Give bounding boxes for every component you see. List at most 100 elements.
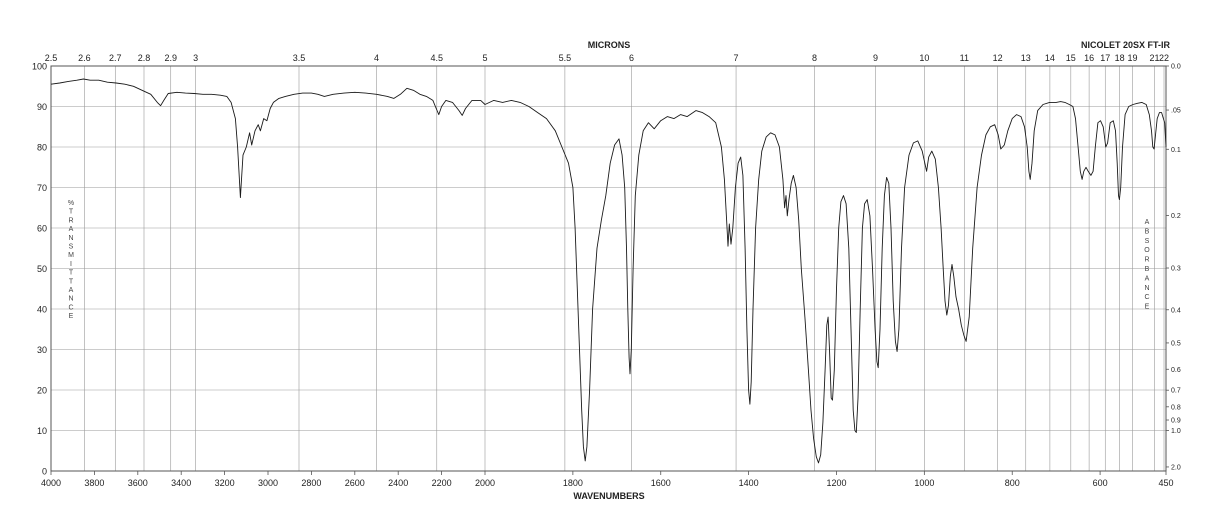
wavenumber-tick-label: 1800	[563, 478, 583, 488]
y-tick-label: 100	[32, 62, 47, 72]
wavenumber-tick-label: 1600	[651, 478, 671, 488]
y-tick-label: 90	[37, 102, 47, 112]
micron-tick-label: 21	[1149, 53, 1159, 63]
wavenumber-tick-label: 600	[1093, 478, 1108, 488]
micron-tick-label: 3	[193, 53, 198, 63]
wavenumber-tick-label: 450	[1158, 478, 1173, 488]
wavenumber-tick-label: 3400	[171, 478, 191, 488]
micron-tick-label: 13	[1021, 53, 1031, 63]
absorbance-tick-label: 0.5	[1171, 340, 1181, 347]
grid	[50, 65, 1169, 475]
absorbance-tick-label: 0.3	[1171, 266, 1181, 273]
y-tick-label: 10	[37, 426, 47, 436]
absorbance-tick-label: 2.0	[1171, 464, 1181, 471]
axis-label-letter: I	[70, 261, 72, 268]
spectrum-line	[50, 78, 1167, 464]
axis-label-letter: B	[1145, 266, 1150, 273]
wavenumber-tick-label: 1000	[914, 478, 934, 488]
absorbance-tick-label: 0.7	[1171, 388, 1181, 395]
absorbance-tick-label: 0.1	[1171, 147, 1181, 154]
micron-tick-label: 11	[960, 53, 969, 63]
micron-tick-label: 18	[1115, 53, 1125, 63]
micron-tick-label: 2.8	[138, 53, 151, 63]
axis-label-letter: N	[68, 235, 73, 242]
micron-tick-label: 22	[1159, 53, 1169, 63]
wavenumber-tick-label: 1200	[826, 478, 846, 488]
wavenumber-tick-label: 3200	[215, 478, 235, 488]
absorbance-tick-label: 1.0	[1171, 428, 1181, 435]
transmittance-axis-label: % T R A N S M I T T A N C E	[68, 200, 74, 320]
micron-tick-label: 2.5	[45, 53, 58, 63]
absorbance-tick-label: .05	[1171, 108, 1181, 115]
micron-tick-label: 4	[374, 53, 379, 63]
wavenumber-tick-label: 800	[1005, 478, 1020, 488]
micron-tick-label: 15	[1066, 53, 1076, 63]
axis-label-letter: B	[1145, 228, 1150, 235]
axis-label-letter: A	[1145, 275, 1150, 282]
wavenumber-tick-label: 3600	[128, 478, 148, 488]
micron-tick-label: 2.6	[78, 53, 91, 63]
axis-label-letter: S	[1145, 238, 1150, 245]
axis-label-letter: T	[69, 278, 74, 285]
micron-tick-label: 19	[1127, 53, 1137, 63]
wavenumber-tick-label: 2600	[345, 478, 365, 488]
axis-label-letter: N	[68, 296, 73, 303]
micron-tick-label: 5	[482, 53, 487, 63]
micron-tick-label: 16	[1084, 53, 1094, 63]
absorbance-tick-label: 0.4	[1171, 307, 1181, 314]
axis-label-letter: N	[1144, 285, 1149, 292]
axis-label-letter: E	[69, 313, 74, 320]
axis-label-letter: R	[68, 217, 73, 224]
y-tick-label: 40	[37, 305, 47, 315]
absorbance-tick-label: 0.9	[1171, 418, 1181, 425]
axis-label-letter: S	[69, 244, 74, 251]
wavenumber-tick-label: 3800	[84, 478, 104, 488]
axis-label-letter: A	[69, 287, 74, 294]
axis-label-letter: %	[68, 200, 74, 207]
micron-tick-label: 8	[812, 53, 817, 63]
microns-axis-title: MICRONS	[588, 40, 631, 50]
wavenumber-tick-label: 2400	[388, 478, 408, 488]
absorbance-tick-label: 0.0	[1171, 64, 1181, 71]
absorbance-tick-label: 0.2	[1171, 213, 1181, 220]
axis-label-letter: A	[69, 226, 74, 233]
plot-frame	[50, 65, 1167, 472]
micron-tick-label: 14	[1045, 53, 1055, 63]
axis-label-letter: C	[1144, 294, 1149, 301]
y-tick-label: 70	[37, 183, 47, 193]
y-tick-label: 0	[42, 467, 47, 477]
wavenumber-tick-label: 4000	[41, 478, 61, 488]
micron-tick-label: 17	[1100, 53, 1110, 63]
y-tick-label: 50	[37, 264, 47, 274]
wavenumbers-axis-title: WAVENUMBERS	[573, 491, 644, 501]
y-tick-label: 60	[37, 224, 47, 234]
wavenumber-tick-label: 1400	[739, 478, 759, 488]
absorbance-tick-label: 0.6	[1171, 367, 1181, 374]
wavenumber-tick-label: 2000	[475, 478, 495, 488]
axis-label-letter: A	[1145, 219, 1150, 226]
axis-label-letter: T	[69, 209, 74, 216]
micron-tick-label: 3.5	[293, 53, 306, 63]
y-tick-label: 80	[37, 143, 47, 153]
micron-tick-label: 9	[873, 53, 878, 63]
micron-tick-label: 6	[629, 53, 634, 63]
axis-label-letter: E	[1145, 304, 1150, 311]
axis-label-letter: R	[1144, 257, 1149, 264]
micron-tick-label: 4.5	[431, 53, 444, 63]
instrument-label: NICOLET 20SX FT-IR	[1081, 40, 1171, 50]
micron-tick-label: 5.5	[559, 53, 572, 63]
wavenumber-tick-label: 2800	[301, 478, 321, 488]
micron-tick-label: 12	[993, 53, 1003, 63]
absorbance-tick-label: 0.8	[1171, 404, 1181, 411]
wavenumber-tick-label: 2200	[432, 478, 452, 488]
y-tick-label: 30	[37, 345, 47, 355]
micron-tick-label: 2.9	[164, 53, 177, 63]
micron-tick-label: 10	[919, 53, 929, 63]
y-tick-label: 20	[37, 386, 47, 396]
axis-label-letter: C	[68, 304, 73, 311]
axis-label-letter: O	[1144, 247, 1150, 254]
axis-label-letter: M	[68, 252, 74, 259]
